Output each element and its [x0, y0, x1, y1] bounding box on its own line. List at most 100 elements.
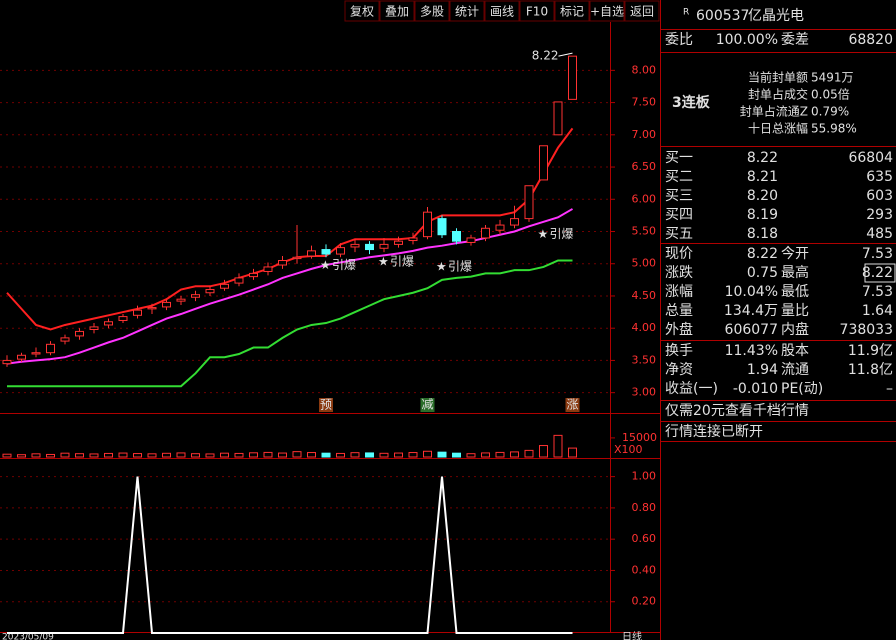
volume-bar	[89, 453, 99, 458]
candle-body	[17, 354, 26, 360]
volume-bar	[524, 449, 534, 458]
volume-bar	[307, 452, 316, 458]
candle-body	[176, 298, 186, 302]
toolbar-button[interactable]	[484, 0, 520, 22]
y-tick-label: 1.00	[632, 470, 657, 483]
toolbar-button[interactable]	[414, 0, 450, 22]
volume-bar	[350, 452, 360, 458]
toolbar-button[interactable]	[589, 0, 625, 22]
bid-volume: 635	[866, 169, 893, 185]
value: 100.00%	[716, 32, 778, 48]
stat-label: 内盘	[781, 321, 809, 338]
bid-volume: 485	[866, 226, 893, 242]
volume-bar	[133, 453, 142, 458]
volume-bar	[379, 452, 389, 458]
stat-label: 现价	[665, 246, 693, 262]
high-pointer	[558, 52, 573, 57]
stat-value: 0.75	[747, 265, 778, 281]
candle-body	[437, 218, 447, 236]
toolbar-button[interactable]	[554, 0, 590, 22]
toolbar-label[interactable]: F10	[526, 5, 548, 19]
volume-bar	[234, 452, 244, 458]
bid-price: 8.19	[747, 207, 778, 223]
stat-label: 涨跌	[665, 265, 693, 281]
candle-body	[524, 185, 534, 220]
candle-body	[234, 277, 244, 284]
candle-body	[365, 243, 374, 251]
volume-bar	[394, 452, 403, 458]
promo[interactable]: 仅需20元查看千档行情	[665, 403, 809, 419]
bid-volume: 293	[866, 207, 893, 223]
event-label: 涨	[566, 397, 578, 412]
volume-bar	[553, 434, 563, 458]
candle-body	[89, 326, 99, 330]
candle-body	[394, 240, 403, 245]
indicator-line	[6, 208, 574, 365]
candle-body	[104, 321, 113, 326]
bid-price: 8.22	[747, 150, 778, 166]
toolbar-label[interactable]: 统计	[455, 5, 479, 19]
unit-label: X100	[614, 443, 643, 456]
bid-label: 买三	[665, 188, 693, 204]
stat-label: PE(动)	[781, 381, 823, 397]
stat-label: 净资	[665, 362, 693, 378]
stat-value: -0.010	[733, 381, 778, 397]
label: 委差	[781, 32, 809, 48]
seal-label: 封单占成交	[748, 87, 808, 102]
seal-value: 0.05倍	[811, 87, 850, 102]
indicator-line	[6, 127, 574, 331]
candle-body	[466, 237, 476, 243]
candle-body	[118, 316, 128, 321]
candle-body	[379, 243, 389, 249]
volume-bar	[176, 452, 186, 458]
candle-body	[307, 250, 316, 257]
event-tag	[565, 398, 580, 412]
candle-body	[31, 352, 41, 355]
stat-value: 11.8亿	[848, 362, 893, 378]
toolbar-label[interactable]: 标记	[560, 5, 584, 19]
volume-bar	[495, 451, 505, 458]
toolbar-label[interactable]: 返回	[630, 5, 654, 19]
y-tick-label: 4.00	[632, 321, 657, 334]
volume-bar	[75, 453, 84, 458]
volume-bar	[162, 452, 171, 458]
candle-body	[2, 359, 12, 365]
stat-label: 今开	[781, 246, 809, 262]
candle-body	[481, 227, 490, 239]
volume-bar	[46, 453, 55, 458]
volume-bar	[147, 453, 157, 458]
stat-value: 7.53	[862, 284, 893, 300]
candle-body	[46, 343, 55, 354]
bid-price: 8.21	[747, 169, 778, 185]
toolbar-button[interactable]	[379, 0, 415, 22]
y-tick-label: 3.50	[632, 353, 657, 366]
toolbar-label[interactable]: +自选	[590, 5, 624, 19]
volume-bar	[17, 454, 26, 458]
stat-value: –	[886, 381, 893, 397]
y-tick-label: 8.00	[632, 63, 657, 76]
toolbar-label[interactable]: 画线	[490, 5, 514, 19]
stat-label: 最低	[781, 284, 809, 300]
toolbar-label[interactable]: 叠加	[385, 5, 409, 19]
signal-label: 引爆	[332, 258, 356, 272]
y-tick-label: 6.50	[632, 160, 657, 173]
stat-label: 涨幅	[665, 284, 693, 300]
stat-label: 量比	[781, 303, 809, 319]
volume-bar	[539, 445, 548, 458]
toolbar-label[interactable]: 多股	[420, 5, 444, 19]
indicator-line	[7, 476, 573, 634]
stat-value: 7.53	[862, 246, 893, 262]
event-label: 减	[421, 398, 433, 412]
toolbar-button[interactable]	[624, 0, 660, 22]
toolbar-button[interactable]	[449, 0, 485, 22]
bid-price: 8.18	[747, 226, 778, 242]
indicator-line	[7, 259, 573, 388]
toolbar-label[interactable]: 复权	[350, 5, 374, 19]
stat-value: 11.9亿	[848, 343, 893, 359]
volume-bar	[292, 451, 302, 458]
volume-bar	[466, 453, 476, 458]
volume-bar	[278, 452, 287, 458]
toolbar-button[interactable]	[519, 0, 555, 22]
candle-body	[423, 211, 432, 238]
toolbar-button[interactable]	[344, 0, 380, 22]
